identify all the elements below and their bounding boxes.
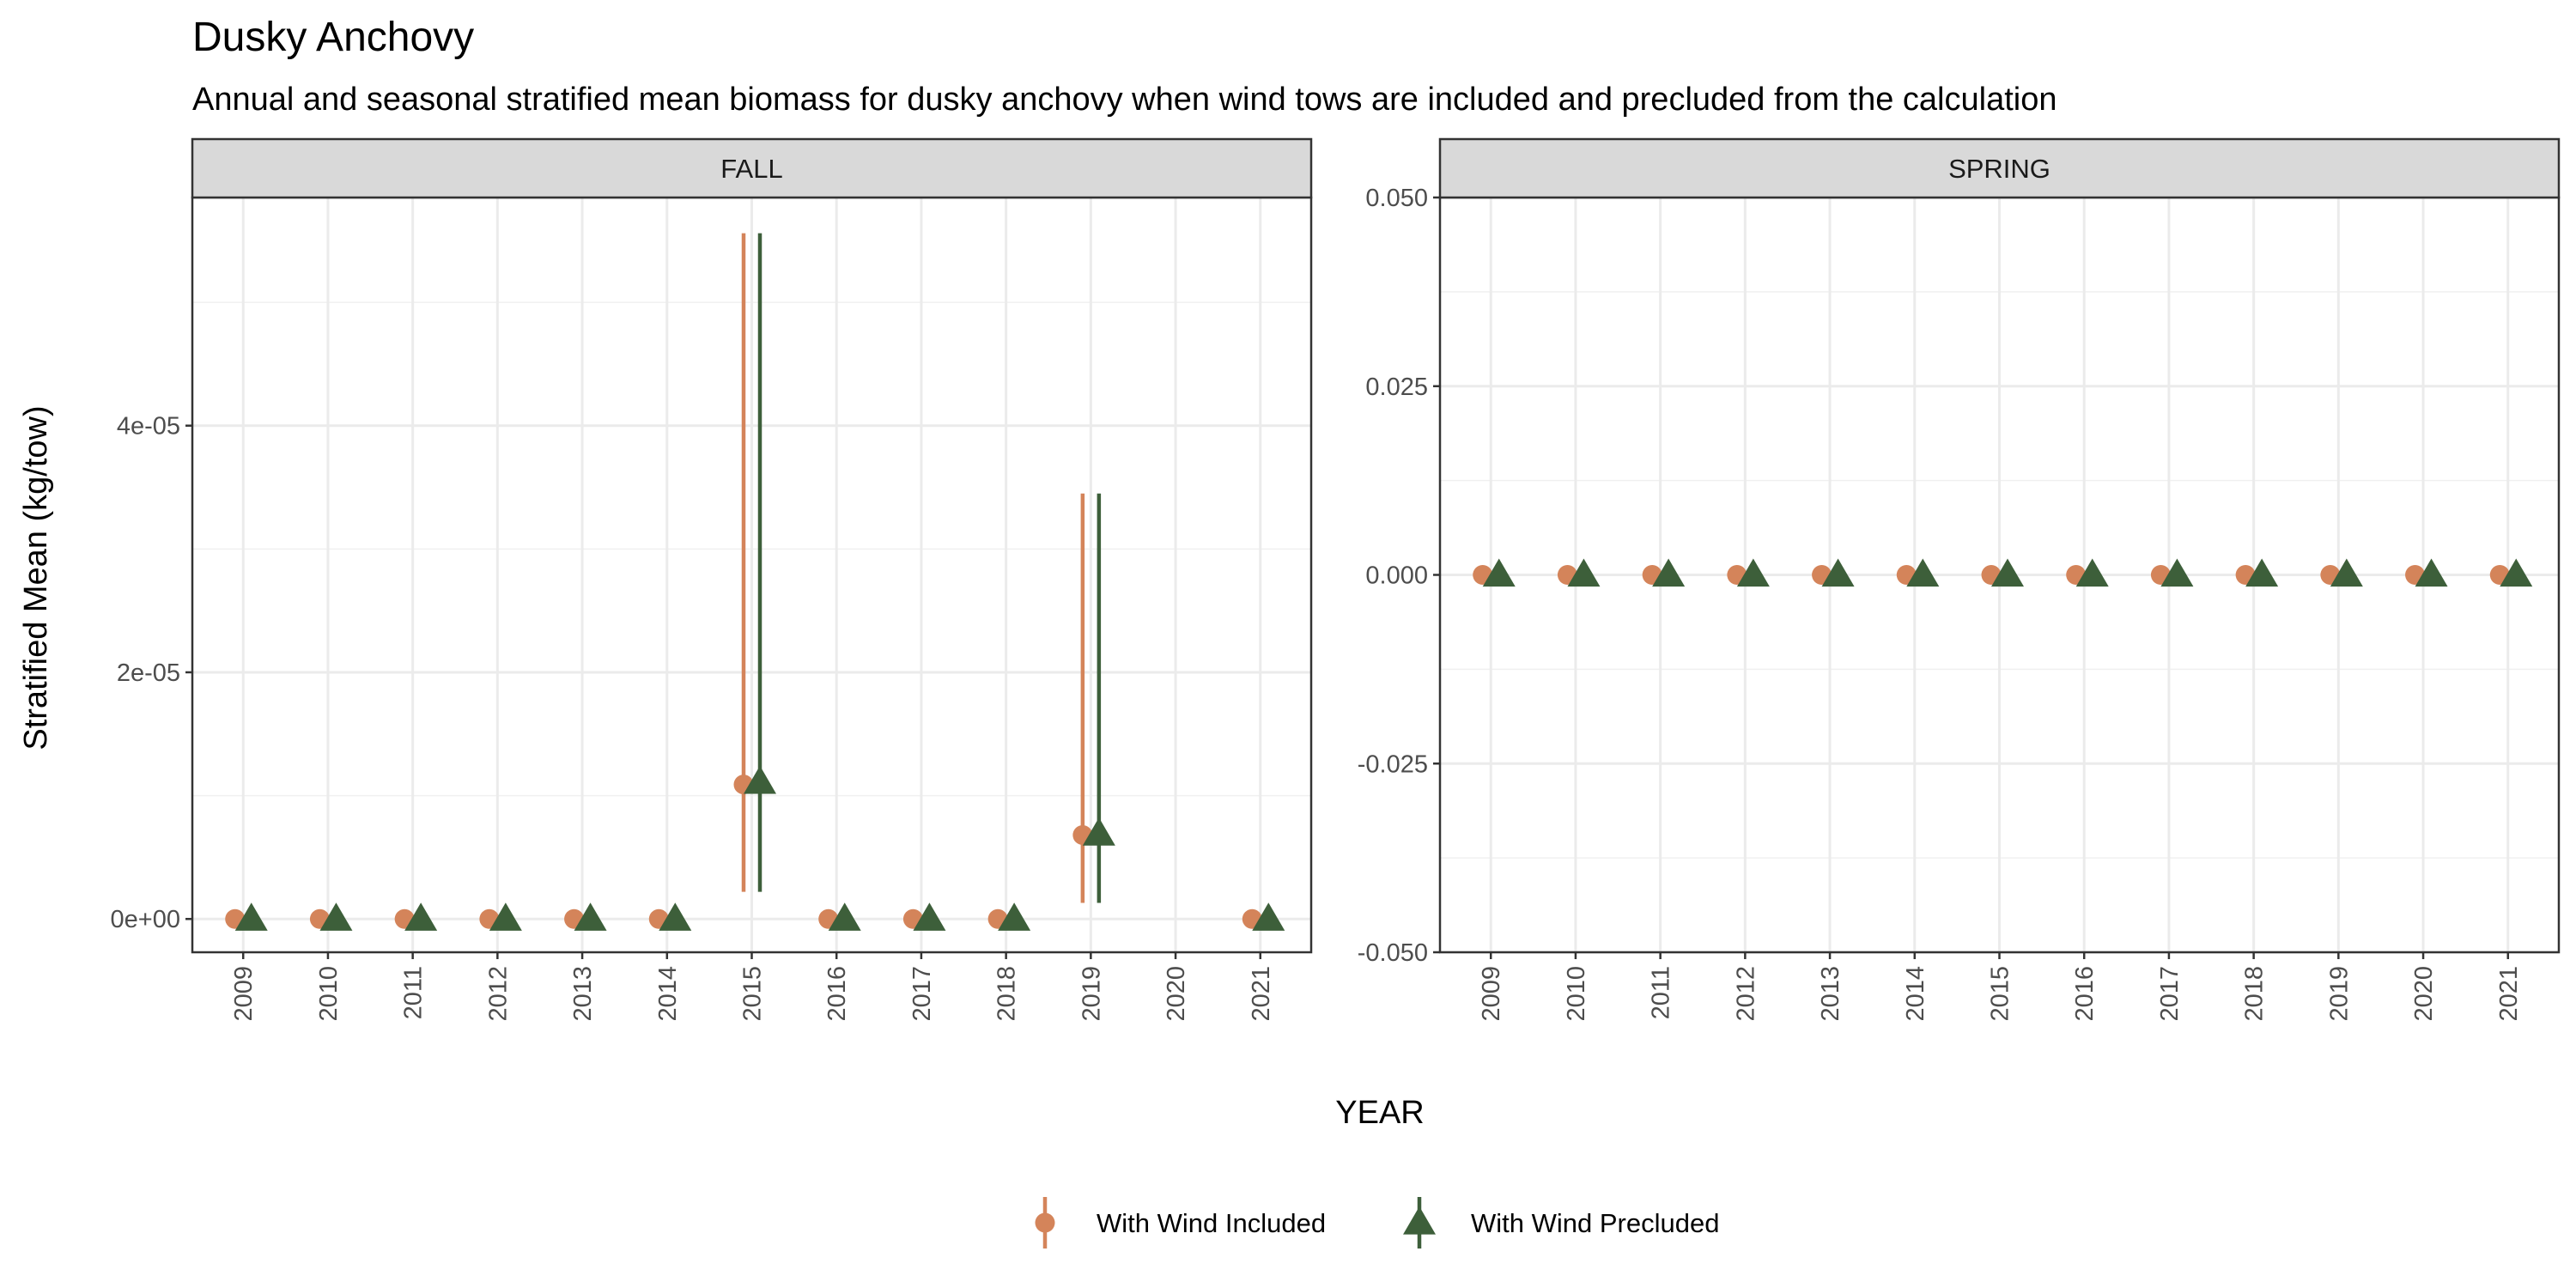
strip-background: [191, 137, 1313, 199]
legend-item: With Wind Included: [1035, 1197, 1326, 1249]
x-tick-label: 2010: [1563, 966, 1590, 1022]
y-tick-label: -0.025: [1358, 750, 1428, 778]
data-point: [234, 902, 268, 931]
x-tick-label: 2015: [739, 966, 767, 1022]
data-point: [998, 902, 1031, 931]
data-point: [2245, 558, 2279, 587]
y-axis-title: Stratified Mean (kg/tow): [18, 405, 54, 750]
x-tick-label: 2013: [1817, 966, 1844, 1022]
data-point: [1567, 558, 1601, 587]
x-tick-label: 2021: [1248, 966, 1275, 1022]
data-point: [913, 902, 946, 931]
panel-fall: FALL 0e+00 2e-05 4e-05 2009 2010 2011 2012 2013 2…: [111, 137, 1313, 1022]
x-tick-label: 2012: [484, 966, 512, 1022]
x-tick-label: 2019: [2325, 966, 2353, 1022]
data-point: [2330, 558, 2363, 587]
x-tick-label: 2010: [315, 966, 343, 1022]
x-axis-title: YEAR: [1335, 1095, 1424, 1131]
y-tick-label: 4e-05: [117, 413, 180, 440]
x-tick-label: 2015: [1987, 966, 2014, 1022]
x-tick-label: 2013: [569, 966, 597, 1022]
y-tick-label: 0.025: [1365, 374, 1428, 401]
x-tick-label: 2009: [230, 966, 258, 1022]
x-tick-label: 2009: [1478, 966, 1505, 1022]
x-tick-label: 2011: [400, 966, 428, 1019]
legend-label: With Wind Included: [1097, 1208, 1326, 1238]
y-tick-label: 0e+00: [111, 906, 180, 933]
data-point: [1906, 558, 1940, 587]
y-tick-label: -0.050: [1358, 939, 1428, 967]
y-tick-label: 0.050: [1365, 185, 1428, 212]
x-tick-label: 2017: [908, 966, 936, 1022]
data-point: [2500, 558, 2533, 587]
data-point: [744, 765, 776, 794]
series-with-wind-precluded: [1482, 558, 2533, 587]
x-tick-label: 2011: [1648, 966, 1675, 1019]
series-with-wind-precluded: [234, 233, 1285, 931]
chart-subtitle: Annual and seasonal stratified mean biom…: [192, 82, 2057, 118]
x-tick-label: 2017: [2156, 966, 2184, 1022]
data-point: [404, 902, 438, 931]
data-point: [489, 902, 522, 931]
strip-label: SPRING: [1948, 154, 2050, 184]
x-tick-label: 2018: [2241, 966, 2269, 1022]
x-tick-label: 2016: [2071, 966, 2099, 1022]
x-tick-label: 2014: [1902, 966, 1929, 1022]
data-point: [1652, 558, 1686, 587]
data-point: [319, 902, 353, 931]
legend-key-marker: [1403, 1206, 1436, 1235]
data-point: [2415, 558, 2448, 587]
x-tick-label: 2021: [2495, 966, 2523, 1022]
data-point: [2160, 558, 2194, 587]
y-tick-label: 2e-05: [117, 659, 180, 687]
legend-item: With Wind Precluded: [1403, 1197, 1719, 1249]
legend-key-marker: [1035, 1212, 1055, 1233]
data-point: [1482, 558, 1516, 587]
data-point: [574, 902, 607, 931]
data-point: [1082, 817, 1115, 846]
x-tick-label: 2012: [1732, 966, 1759, 1022]
x-tick-label: 2018: [993, 966, 1021, 1022]
strip-background: [1438, 137, 2561, 199]
data-point: [1821, 558, 1855, 587]
x-tick-label: 2014: [654, 966, 682, 1022]
x-tick-label: 2019: [1078, 966, 1105, 1022]
legend: With Wind Included With Wind Precluded: [1035, 1197, 1719, 1249]
data-point: [659, 902, 692, 931]
data-point: [1736, 558, 1770, 587]
chart-title: Dusky Anchovy: [192, 15, 474, 60]
strip-label: FALL: [720, 154, 782, 184]
x-tick-label: 2016: [823, 966, 851, 1022]
x-tick-label: 2020: [1163, 966, 1190, 1022]
data-point: [1991, 558, 2024, 587]
data-point: [1252, 902, 1285, 931]
panel-spring: SPRING -0.050 -0.025 0.000 0.025 0.050 2009 201…: [1358, 137, 2561, 1022]
panels: FALL 0e+00 2e-05 4e-05 2009 2010 2011 2012 2013 2…: [111, 137, 2561, 1022]
y-tick-label: 0.000: [1365, 562, 1428, 590]
data-point: [2075, 558, 2109, 587]
legend-label: With Wind Precluded: [1471, 1208, 1719, 1238]
data-point: [828, 902, 861, 931]
x-tick-label: 2020: [2410, 966, 2438, 1022]
